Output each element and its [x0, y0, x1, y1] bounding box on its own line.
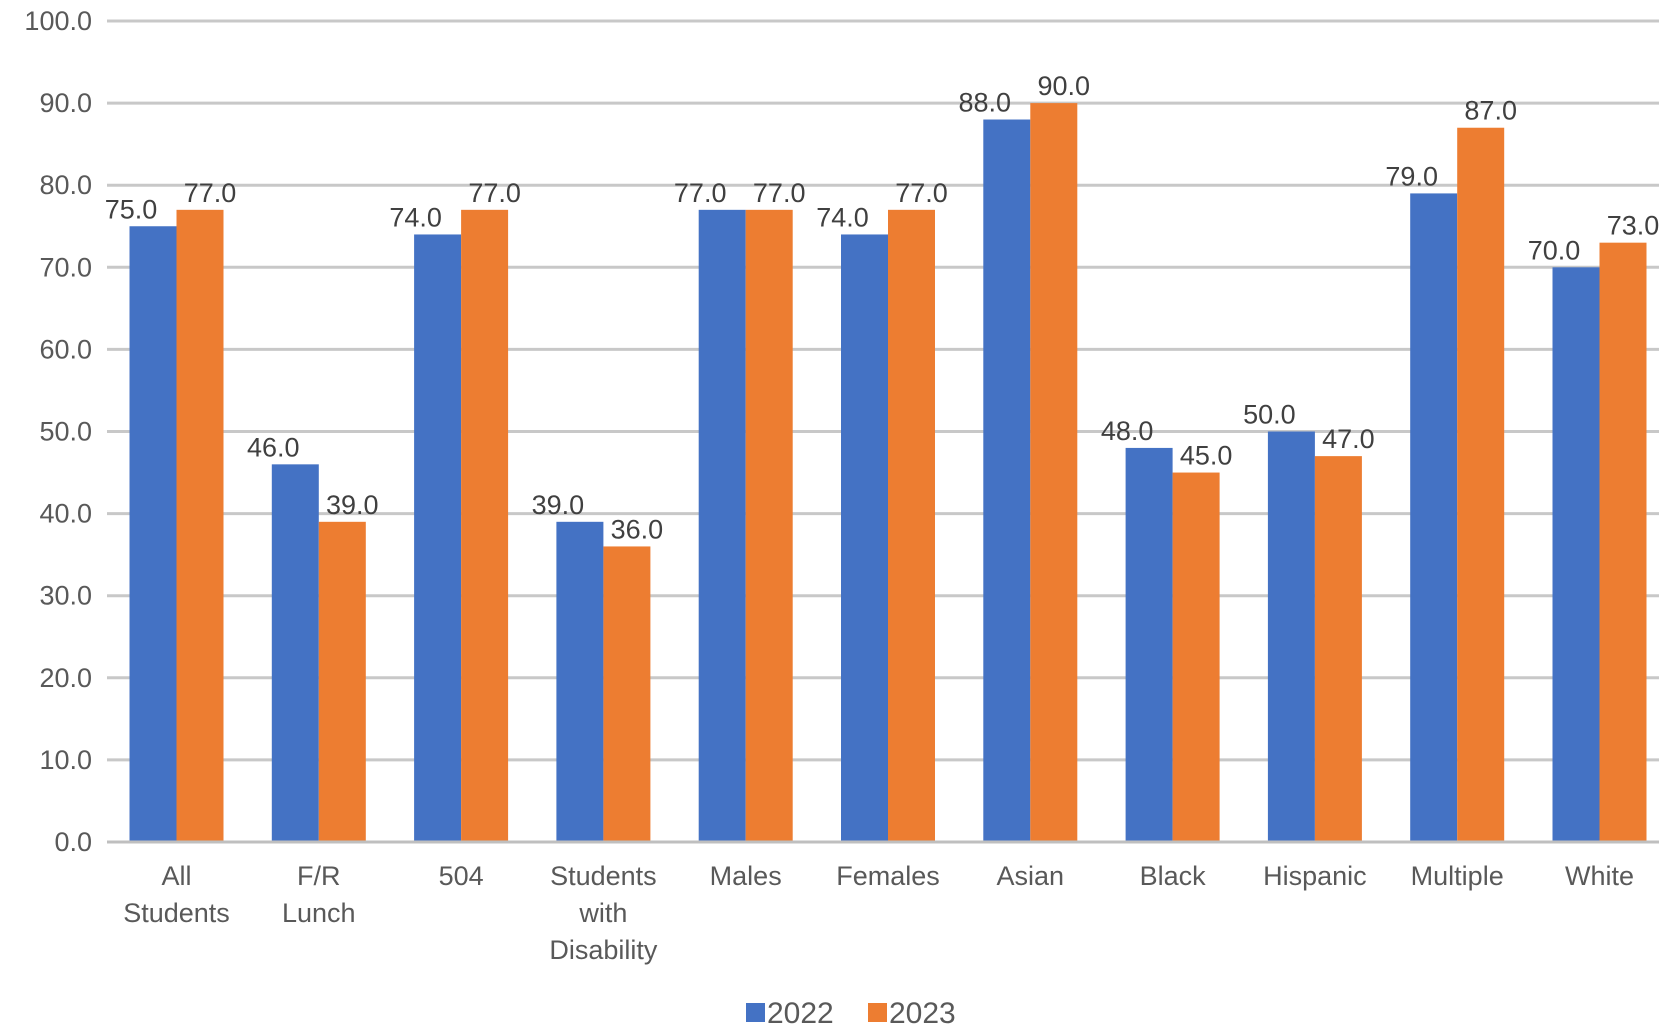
bars — [129, 103, 1647, 843]
y-axis-tick-labels: 0.0 10.0 20.0 30.0 40.0 50.0 60.0 70.0 80.0 90.0 1… — [24, 6, 92, 857]
category-label: Females — [836, 861, 940, 891]
legend-swatch-2023 — [868, 1003, 887, 1022]
bar-2022 — [983, 119, 1031, 842]
bar-2022 — [271, 464, 319, 842]
category-label: Multiple — [1411, 861, 1504, 891]
y-tick-label: 70.0 — [39, 252, 92, 282]
bar-2022 — [1125, 447, 1173, 842]
y-tick-label: 90.0 — [39, 88, 92, 118]
bar-2023 — [1030, 103, 1078, 843]
y-tick-label: 60.0 — [39, 334, 92, 364]
data-label: 77.0 — [184, 178, 237, 208]
data-label: 73.0 — [1607, 211, 1659, 241]
data-label: 77.0 — [468, 178, 521, 208]
bar-2023 — [745, 209, 793, 842]
y-tick-label: 80.0 — [39, 170, 92, 200]
bar-2022 — [1267, 431, 1315, 842]
legend-label: 2023 — [889, 997, 956, 1028]
bar-2023 — [318, 521, 366, 842]
category-label: All — [161, 861, 191, 891]
bar-2023 — [176, 209, 224, 842]
bar-2023 — [1599, 242, 1647, 843]
legend-swatch-2022 — [746, 1003, 765, 1022]
data-label: 46.0 — [247, 432, 300, 462]
data-label: 79.0 — [1385, 161, 1438, 191]
y-tick-label: 20.0 — [39, 663, 92, 693]
data-label: 47.0 — [1322, 424, 1375, 454]
data-label: 74.0 — [389, 202, 442, 232]
data-label: 70.0 — [1528, 235, 1581, 265]
bar-2022 — [414, 234, 462, 842]
bar-2022 — [841, 234, 888, 842]
y-tick-label: 30.0 — [39, 581, 92, 611]
y-tick-label: 10.0 — [39, 745, 92, 775]
data-label: 36.0 — [611, 514, 664, 544]
data-label: 88.0 — [959, 88, 1012, 118]
bar-2023 — [1457, 127, 1505, 843]
data-label: 39.0 — [532, 490, 585, 520]
bar-2023 — [461, 209, 509, 842]
y-tick-label: 40.0 — [39, 499, 92, 529]
data-label: 77.0 — [753, 178, 806, 208]
data-label: 48.0 — [1101, 416, 1154, 446]
bar-2023 — [888, 209, 935, 842]
data-labels: 75.0 46.0 74.0 39.0 77.0 74.0 88.0 48.0 50.0 79.0… — [105, 71, 1659, 544]
bar-2023 — [1172, 472, 1220, 842]
bar-2023 — [1314, 456, 1362, 842]
category-label: White — [1565, 861, 1634, 891]
data-label: 50.0 — [1243, 400, 1296, 430]
data-label: 77.0 — [895, 178, 948, 208]
bar-2023 — [603, 546, 651, 842]
category-label: F/R — [297, 861, 341, 891]
bar-2022 — [1410, 193, 1458, 842]
data-label: 90.0 — [1038, 71, 1091, 101]
legend-label: 2022 — [767, 997, 834, 1028]
category-label: Disability — [549, 935, 658, 965]
category-label: 504 — [439, 861, 484, 891]
category-label: Hispanic — [1263, 861, 1367, 891]
category-label: Students — [550, 861, 657, 891]
category-label: Asian — [997, 861, 1065, 891]
bar-2022 — [556, 521, 604, 842]
category-label: Students — [123, 898, 230, 928]
bar-2022 — [1552, 267, 1600, 842]
category-label: Black — [1140, 861, 1207, 891]
data-label: 74.0 — [816, 202, 869, 232]
category-label: with — [578, 898, 627, 928]
data-label: 77.0 — [674, 178, 727, 208]
data-label: 75.0 — [105, 194, 158, 224]
y-tick-label: 100.0 — [24, 6, 92, 36]
data-label: 45.0 — [1180, 441, 1233, 471]
data-label: 87.0 — [1464, 96, 1517, 126]
category-label: Lunch — [282, 898, 356, 928]
category-label: Males — [710, 861, 782, 891]
x-axis-category-labels: All Students F/R Lunch 504 Students with Disabi… — [123, 861, 1634, 965]
bar-2022 — [698, 209, 746, 842]
y-tick-label: 50.0 — [39, 417, 92, 447]
y-tick-label: 0.0 — [54, 827, 92, 857]
bar-2022 — [129, 226, 177, 842]
legend: 2022 2023 — [746, 997, 956, 1028]
data-label: 39.0 — [326, 490, 379, 520]
